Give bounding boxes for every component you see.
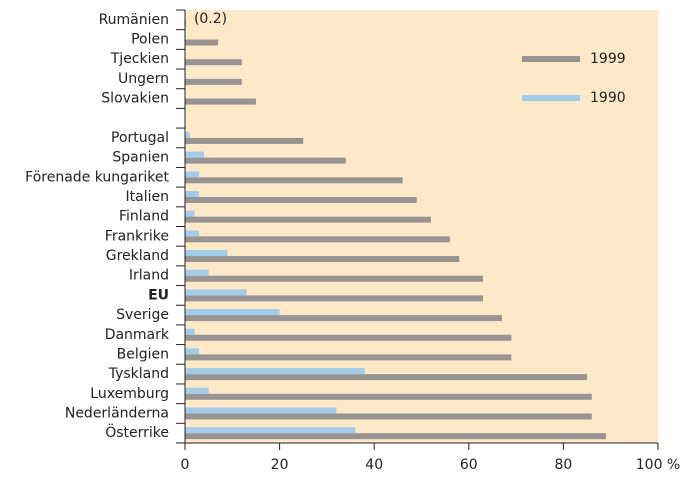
bar: [185, 374, 588, 381]
bar: [185, 171, 200, 178]
bar: [185, 210, 195, 217]
bar: [185, 407, 337, 414]
x-tick-label: 0: [181, 457, 190, 473]
bar: [185, 78, 242, 85]
bar: [185, 157, 346, 164]
value-label: (0.2): [194, 11, 227, 27]
bar: [185, 269, 209, 276]
bar: [185, 387, 209, 394]
y-tick-label: Sverige: [116, 307, 169, 323]
y-tick-label: Polen: [131, 32, 169, 48]
y-tick-label: Irland: [129, 268, 169, 284]
y-tick-label: Rumänien: [99, 12, 169, 28]
legend-label: 1990: [590, 90, 626, 106]
bar: [185, 236, 450, 243]
bar: [185, 348, 200, 355]
x-tick-label: 60: [460, 457, 478, 473]
x-tick-label: 100 %: [636, 457, 680, 473]
bar: [185, 151, 204, 158]
bar: [185, 216, 431, 223]
y-tick-label: Belgien: [117, 346, 169, 362]
y-tick-label: Österrike: [105, 423, 169, 441]
bar: [185, 98, 256, 105]
y-tick-label: Tyskland: [108, 366, 169, 382]
bar: [185, 59, 242, 66]
bar: [185, 137, 304, 144]
bar: [185, 315, 502, 322]
bar: [185, 393, 592, 400]
x-tick-label: 20: [271, 457, 289, 473]
bar: [185, 289, 247, 296]
legend-label: 1999: [590, 51, 626, 67]
y-tick-label: Danmark: [105, 327, 170, 343]
bar: [185, 427, 356, 434]
legend-swatch: [522, 95, 580, 101]
y-tick-label: EU: [148, 287, 169, 303]
y-tick-label: Grekland: [106, 248, 169, 264]
y-tick-label: Italien: [126, 189, 169, 205]
y-tick-label: Frankrike: [105, 228, 169, 244]
bar: [185, 177, 403, 184]
bar: [185, 295, 483, 302]
y-tick-label: Spanien: [112, 150, 169, 166]
bar: [185, 256, 460, 263]
y-tick-label: Finland: [119, 209, 169, 225]
y-tick-label: Nederländerna: [65, 405, 169, 421]
y-tick-label: Portugal: [111, 130, 169, 146]
bar: [185, 196, 417, 203]
bar: [185, 190, 200, 197]
x-tick-label: 80: [554, 457, 572, 473]
y-tick-label: Ungern: [118, 71, 169, 87]
bar: [185, 334, 512, 341]
bar: [185, 309, 280, 316]
legend-swatch: [522, 56, 580, 62]
bar: [185, 131, 190, 138]
x-tick-label: 40: [365, 457, 383, 473]
bar: [185, 230, 200, 237]
bar: [185, 275, 483, 282]
bar: [185, 368, 365, 375]
bar: [185, 250, 228, 257]
bar: [185, 328, 195, 335]
y-tick-label: Luxemburg: [90, 386, 169, 402]
bar: [185, 39, 219, 46]
y-tick-label: Tjeckien: [110, 51, 169, 67]
bar: [185, 433, 606, 440]
bar: [185, 354, 512, 361]
y-tick-label: Slovakien: [101, 91, 169, 107]
bar: [185, 413, 592, 420]
y-tick-label: Förenade kungariket: [25, 169, 169, 185]
